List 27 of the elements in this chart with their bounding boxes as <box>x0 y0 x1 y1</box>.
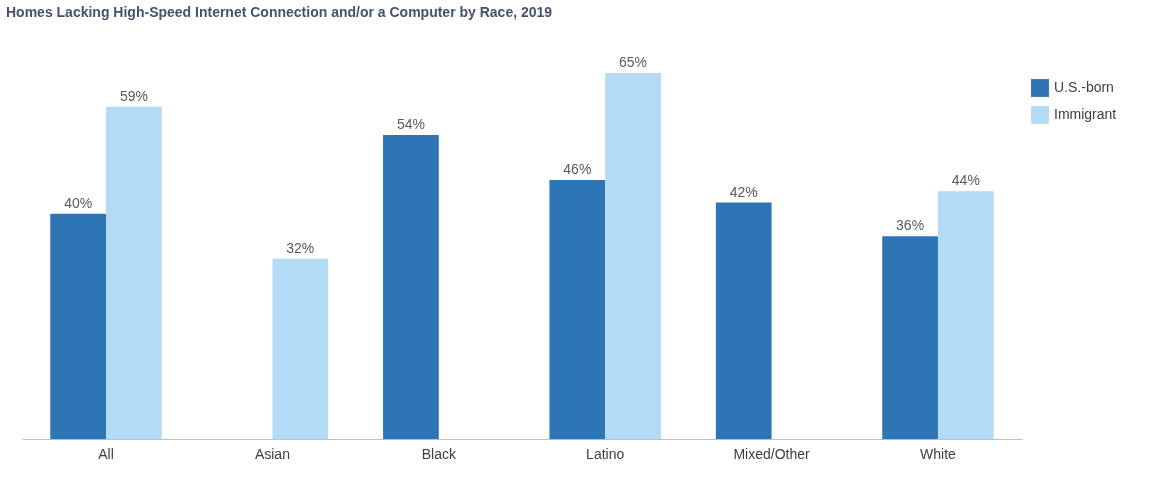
x-tick-label: White <box>920 445 957 462</box>
data-label: 65% <box>619 54 648 70</box>
bar <box>272 258 329 439</box>
x-tick-label: Latino <box>586 445 625 462</box>
data-label: 40% <box>64 194 93 211</box>
data-label: 42% <box>729 183 758 200</box>
data-label: 54% <box>396 115 425 132</box>
x-tick-label: Asian <box>254 445 290 462</box>
x-tick-label: Black <box>421 445 457 462</box>
data-label: 32% <box>286 239 315 256</box>
bar <box>937 191 994 439</box>
legend-label: Immigrant <box>1054 106 1117 122</box>
data-label: 36% <box>896 217 925 234</box>
x-tick-label: All <box>98 445 114 462</box>
data-label: 44% <box>951 172 980 189</box>
chart-title: Homes Lacking High-Speed Internet Connection and/or a Computer by Race, 2019 <box>6 4 553 20</box>
bar <box>549 179 606 439</box>
bar <box>50 213 107 439</box>
bar <box>383 134 439 439</box>
data-label: 59% <box>119 87 148 104</box>
legend-label: U.S.-born <box>1054 79 1114 95</box>
bar <box>882 236 938 439</box>
x-tick-label: Mixed/Other <box>733 445 811 462</box>
bar <box>605 73 661 439</box>
data-label: 46% <box>563 160 592 177</box>
bar <box>106 106 162 439</box>
bar <box>715 202 772 439</box>
